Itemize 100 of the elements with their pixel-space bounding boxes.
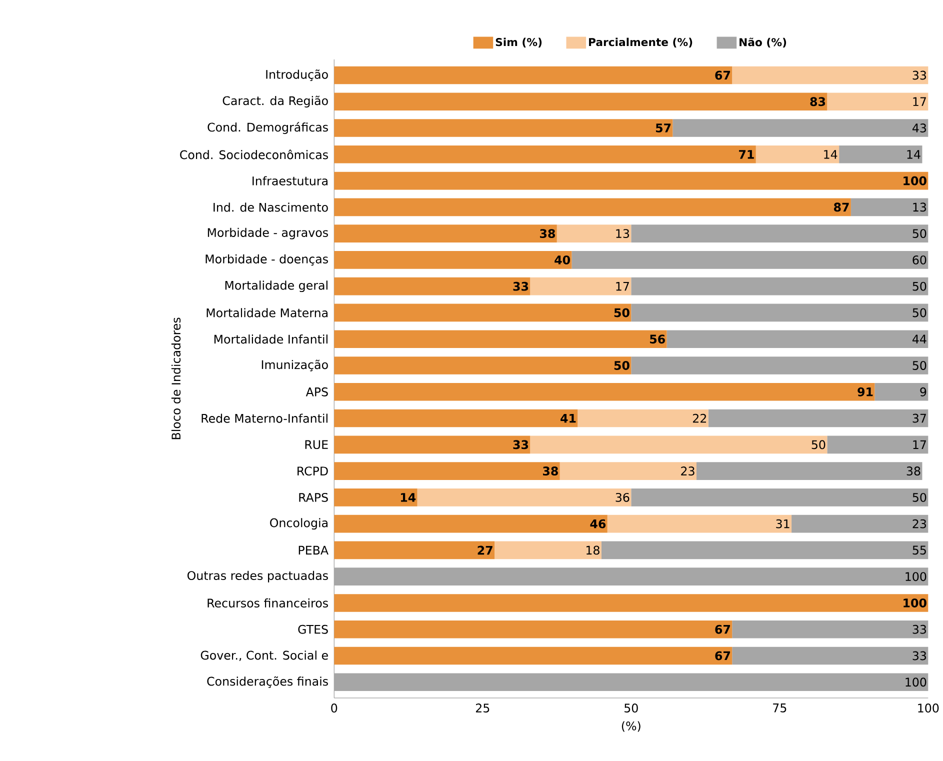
y-tick-label: Mortalidade Infantil bbox=[214, 334, 328, 344]
y-tick-label: RCPD bbox=[298, 466, 328, 476]
bar bbox=[530, 436, 828, 454]
bar bbox=[827, 436, 928, 454]
bar bbox=[334, 514, 608, 533]
data-label: 100 bbox=[906, 678, 926, 686]
data-label: 50 bbox=[912, 360, 926, 370]
data-label: 18 bbox=[586, 546, 600, 555]
legend-label: Sim (%) bbox=[496, 38, 542, 48]
y-tick-label: Mortalidade Materna bbox=[206, 308, 328, 318]
data-label: 91 bbox=[858, 387, 873, 396]
data-label: 50 bbox=[912, 282, 926, 291]
data-label: 44 bbox=[912, 334, 926, 344]
bar bbox=[631, 277, 928, 296]
bar bbox=[334, 250, 572, 269]
data-label: 33 bbox=[912, 70, 926, 80]
bar bbox=[494, 541, 602, 559]
data-label: 50 bbox=[614, 308, 630, 318]
data-label: 23 bbox=[681, 466, 694, 476]
data-label: 56 bbox=[650, 334, 665, 344]
y-tick-label: Morbidade - doenças bbox=[206, 254, 328, 266]
data-label: 100 bbox=[904, 598, 926, 608]
data-label: 33 bbox=[513, 440, 528, 449]
data-label: 33 bbox=[912, 651, 926, 660]
bar bbox=[334, 436, 530, 454]
bar bbox=[631, 224, 928, 242]
x-tick-label: 0 bbox=[331, 703, 338, 712]
y-tick-label: RAPS bbox=[299, 492, 328, 502]
bar bbox=[334, 356, 632, 374]
data-label: 83 bbox=[810, 96, 826, 106]
data-label: 13 bbox=[616, 228, 630, 238]
bar bbox=[334, 66, 732, 84]
y-tick-label: Morbidade - agravos bbox=[208, 228, 328, 240]
y-tick-label: PEBA bbox=[298, 546, 328, 554]
y-tick-label: Imunização bbox=[262, 360, 328, 372]
bar bbox=[417, 488, 632, 506]
bar bbox=[601, 541, 928, 559]
bar bbox=[334, 382, 875, 401]
y-tick-label: Gover., Cont. Social e bbox=[200, 650, 328, 661]
data-label: 38 bbox=[540, 228, 555, 238]
bar bbox=[839, 145, 922, 164]
data-label: 43 bbox=[912, 123, 926, 132]
bar bbox=[874, 382, 928, 401]
data-label: 40 bbox=[554, 255, 570, 264]
data-label: 17 bbox=[616, 282, 629, 290]
data-label: 13 bbox=[913, 202, 926, 212]
data-label: 33 bbox=[513, 282, 528, 291]
x-tick-label: 100 bbox=[918, 703, 939, 712]
data-label: 71 bbox=[739, 150, 754, 159]
bar bbox=[696, 462, 922, 480]
y-tick-label: RUE bbox=[305, 440, 328, 449]
data-label: 55 bbox=[912, 546, 926, 554]
data-label: 36 bbox=[616, 492, 630, 502]
y-tick-label: Rede Materno-Infantil bbox=[202, 414, 328, 423]
data-label: 50 bbox=[912, 228, 926, 238]
data-label: 50 bbox=[614, 360, 630, 370]
y-tick-label: Mortalidade geral bbox=[225, 280, 328, 292]
bar bbox=[334, 462, 560, 480]
data-label: 57 bbox=[656, 123, 671, 132]
y-tick-label: Oncologia bbox=[270, 518, 328, 530]
y-tick-label: Cond. Sociodeconômicas bbox=[180, 149, 328, 160]
bar bbox=[334, 145, 756, 164]
bar bbox=[560, 462, 696, 480]
bar bbox=[827, 92, 928, 110]
x-tick-label: 75 bbox=[773, 703, 786, 712]
bar bbox=[666, 330, 928, 348]
bar bbox=[756, 145, 840, 164]
data-label: 17 bbox=[913, 440, 926, 449]
bar bbox=[334, 92, 828, 110]
bar bbox=[334, 568, 928, 586]
data-label: 22 bbox=[692, 414, 706, 422]
data-label: 14 bbox=[907, 150, 920, 159]
bar bbox=[334, 198, 851, 216]
bar bbox=[631, 356, 928, 374]
y-tick-label: Recursos financeiros bbox=[208, 598, 328, 608]
data-label: 9 bbox=[920, 387, 926, 396]
bar bbox=[631, 304, 928, 322]
bar bbox=[732, 620, 928, 638]
bar bbox=[334, 277, 530, 296]
data-label: 14 bbox=[824, 150, 838, 159]
bar bbox=[334, 172, 928, 190]
bar bbox=[572, 250, 928, 269]
bar bbox=[334, 620, 732, 638]
data-label: 50 bbox=[912, 308, 926, 318]
y-tick-label: Cond. Demográficas bbox=[208, 122, 328, 134]
y-tick-label: GTES bbox=[298, 624, 328, 634]
legend-label: Não (%) bbox=[740, 38, 786, 48]
y-tick-label: Considerações finais bbox=[207, 676, 328, 688]
bar bbox=[334, 304, 632, 322]
bar bbox=[334, 646, 732, 665]
bar bbox=[334, 541, 495, 559]
data-label: 67 bbox=[715, 651, 730, 660]
data-label: 100 bbox=[906, 572, 926, 581]
bar bbox=[334, 594, 928, 612]
data-label: 38 bbox=[543, 466, 558, 476]
data-label: 23 bbox=[912, 519, 926, 528]
data-label: 50 bbox=[912, 492, 926, 502]
bar bbox=[334, 224, 557, 242]
x-axis-title: (%) bbox=[622, 721, 640, 732]
bar bbox=[732, 66, 928, 84]
